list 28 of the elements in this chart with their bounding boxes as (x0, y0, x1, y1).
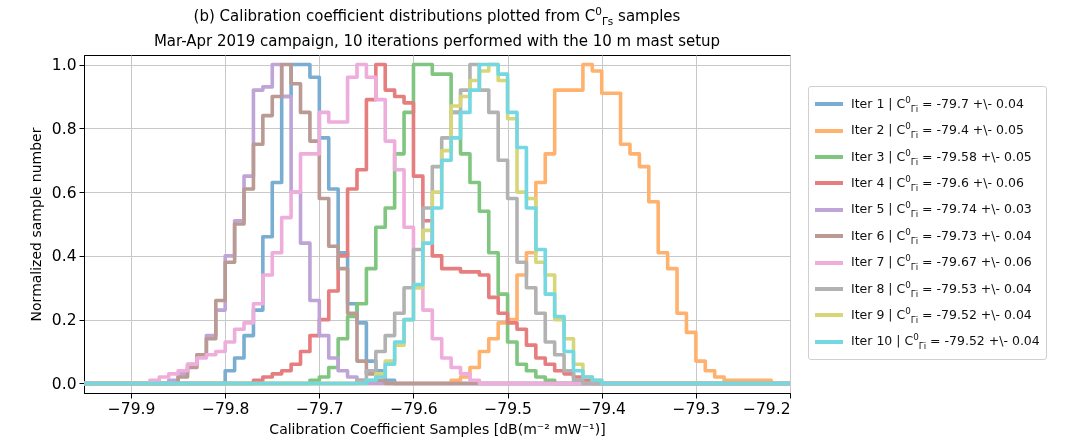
x-tick-label: −79.5 (484, 399, 532, 418)
x-tick-label: −79.3 (672, 399, 721, 418)
legend-label: Iter 1 | C$^{0}$$_{Γi}$ = -79.7 +\- 0.04 (851, 94, 1024, 114)
x-tick-label: −79.6 (390, 399, 438, 418)
legend-label: Iter 8 | C$^{0}$$_{Γi}$ = -79.53 +\- 0.04 (851, 279, 1032, 299)
y-tick-label: 0.8 (51, 119, 77, 138)
y-tick-label: 1.0 (51, 56, 77, 75)
x-tick-label: −79.2 (743, 399, 791, 418)
legend-label: Iter 4 | C$^{0}$$_{Γi}$ = -79.6 +\- 0.06 (851, 174, 1024, 193)
chart-subtitle: Mar-Apr 2019 campaign, 10 iterations performed with the 10 m mast setup (152, 31, 722, 51)
x-tick-label: −79.9 (107, 399, 156, 418)
chart-title: (b) Calibration coefficient distributions plotted from C$^{0}$$_{Γs}$ samples (192, 4, 682, 29)
y-tick-label: 0.4 (51, 247, 77, 266)
x-axis-title: Calibration Coefficient Samples [dB(m⁻² mW⁻¹)] (269, 421, 606, 437)
legend-label: Iter 3 | C$^{0}$$_{Γi}$ = -79.58 +\- 0.05 (851, 147, 1032, 167)
x-tick-label: −79.7 (296, 399, 344, 418)
legend-label: Iter 7 | C$^{0}$$_{Γi}$ = -79.67 +\- 0.06 (851, 253, 1032, 272)
legend-label: Iter 6 | C$^{0}$$_{Γi}$ = -79.73 +\- 0.04 (851, 226, 1032, 246)
legend-label: Iter 9 | C$^{0}$$_{Γi}$ = -79.52 +\- 0.04 (851, 305, 1032, 325)
legend-label: Iter 2 | C$^{0}$$_{Γi}$ = -79.4 +\- 0.05 (851, 121, 1024, 140)
x-tick-label: −79.8 (201, 399, 250, 418)
legend-label: Iter 10 | C$^{0}$$_{Γi}$ = -79.52 +\- 0.04 (851, 332, 1040, 352)
y-tick-label: 0.0 (51, 374, 77, 393)
y-tick-label: 0.6 (51, 183, 77, 202)
y-tick-label: 0.2 (51, 311, 77, 330)
y-axis-title: Normalized sample number (27, 127, 44, 322)
x-tick-label: −79.4 (578, 399, 626, 418)
legend-label: Iter 5 | C$^{0}$$_{Γi}$ = -79.74 +\- 0.03 (851, 200, 1032, 220)
